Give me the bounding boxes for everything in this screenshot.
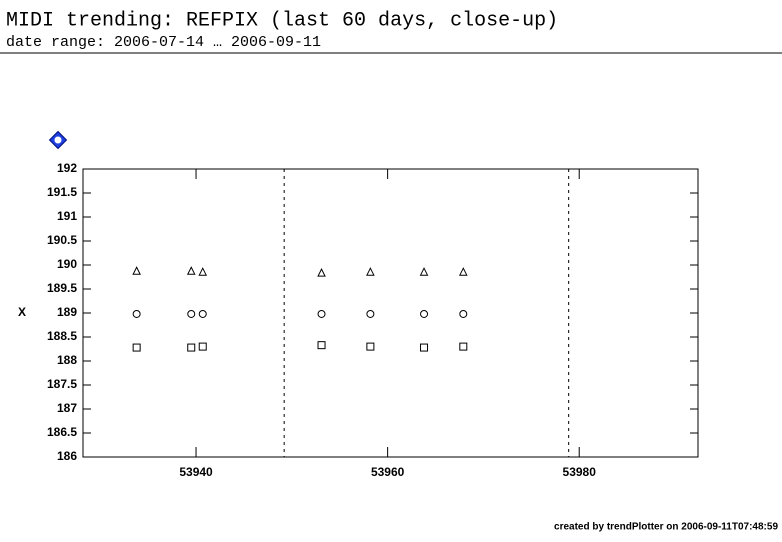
x-tick-label: 53980 xyxy=(563,465,597,479)
y-tick-label: 190.5 xyxy=(47,233,77,247)
y-axis-label: X xyxy=(18,305,26,319)
y-tick-label: 187 xyxy=(57,401,77,415)
point xyxy=(132,309,141,318)
point xyxy=(198,309,207,318)
y-tick-label: 191.5 xyxy=(47,185,77,199)
x-tick-label: 53940 xyxy=(179,465,213,479)
point xyxy=(420,309,429,318)
point xyxy=(187,343,196,352)
status-icon xyxy=(48,130,68,150)
point xyxy=(317,309,326,318)
x-tick-label: 53960 xyxy=(371,465,405,479)
point xyxy=(420,343,429,352)
y-tick-label: 192 xyxy=(57,161,77,175)
y-tick-label: 191 xyxy=(57,209,77,223)
chart-subtitle: date range: 2006-07-14 … 2006-09-11 xyxy=(6,34,321,51)
point xyxy=(458,267,468,276)
point xyxy=(198,267,208,276)
point xyxy=(132,343,141,352)
plot-frame xyxy=(82,168,699,458)
y-tick-label: 188 xyxy=(57,353,77,367)
point xyxy=(366,342,375,351)
y-tick-label: 190 xyxy=(57,257,77,271)
point xyxy=(187,309,196,318)
y-tick-label: 189.5 xyxy=(47,281,77,295)
point xyxy=(459,309,468,318)
chart-title: MIDI trending: REFPIX (last 60 days, clo… xyxy=(6,9,558,32)
y-tick-label: 189 xyxy=(57,305,77,319)
y-tick-label: 186.5 xyxy=(47,425,77,439)
point xyxy=(317,341,326,350)
point xyxy=(366,267,375,276)
point xyxy=(459,342,468,351)
point xyxy=(419,267,429,276)
point xyxy=(186,266,196,275)
y-tick-label: 186 xyxy=(57,449,77,463)
footer: created by trendPlotter on 2006-09-11T07… xyxy=(554,522,778,533)
point xyxy=(366,309,375,318)
point xyxy=(132,266,141,275)
y-tick-label: 187.5 xyxy=(47,377,77,391)
y-tick-label: 188.5 xyxy=(47,329,77,343)
point xyxy=(317,268,326,277)
point xyxy=(198,342,207,351)
